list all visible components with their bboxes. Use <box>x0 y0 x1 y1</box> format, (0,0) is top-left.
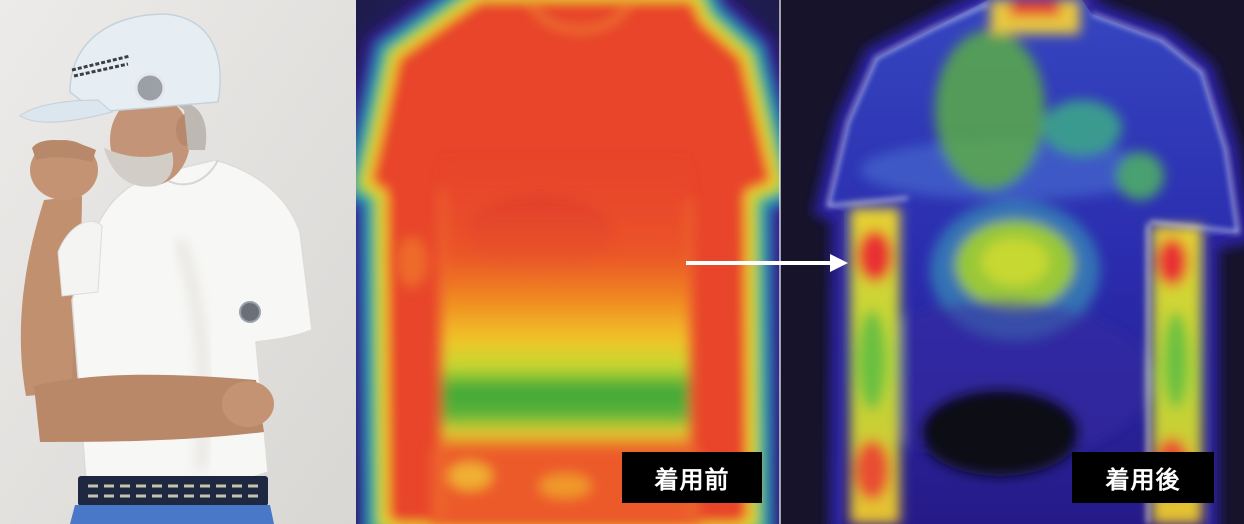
torso-gradient <box>440 150 690 450</box>
right-hand <box>222 381 274 427</box>
left-arm-green <box>858 310 886 410</box>
shorts-warm-spot-2 <box>539 474 591 498</box>
right-arm-hot <box>1156 238 1188 286</box>
neckline <box>528 0 632 32</box>
neck-hot <box>1010 0 1060 16</box>
belt-stripes <box>88 484 258 498</box>
core-yellow <box>981 238 1049 286</box>
halo-yellow <box>360 0 780 524</box>
label-after: 着用後 <box>1072 452 1214 503</box>
shirt-outline-right <box>1091 12 1240 234</box>
side-green-patch <box>1116 152 1164 200</box>
chest-cyan-patch <box>1042 100 1122 156</box>
right-arm-green <box>1164 312 1188 408</box>
sleeve-hem-left <box>827 196 909 208</box>
hair <box>170 100 207 150</box>
shoulder-sleeve <box>57 220 103 297</box>
cap-crown <box>69 13 221 113</box>
cap-logo <box>134 72 166 104</box>
dark-cold-area <box>920 388 1080 476</box>
label-before: 着用前 <box>622 452 762 503</box>
cap-bill <box>19 99 114 123</box>
crossed-forearm <box>34 374 264 442</box>
beard <box>104 148 174 187</box>
photo-panel <box>0 0 356 524</box>
pants <box>70 505 274 524</box>
arrow-head <box>830 254 848 272</box>
sleeve-logo <box>239 301 261 323</box>
shirt-outline <box>826 2 1240 524</box>
belt <box>78 476 268 506</box>
arrow-right-icon <box>686 254 848 272</box>
left-arm-hot <box>857 230 893 282</box>
arm-warm-left <box>396 236 428 288</box>
left-hand-hot <box>854 440 890 500</box>
thermal-before-panel <box>356 0 780 524</box>
shorts-warm-spot <box>448 462 492 490</box>
shoulder-green-patch <box>935 30 1045 190</box>
shirt-outline-left <box>826 2 989 207</box>
cap-print <box>71 54 131 78</box>
fingers <box>32 139 96 162</box>
thermal-after-panel <box>780 0 1244 524</box>
arm-seam-left <box>437 189 445 521</box>
